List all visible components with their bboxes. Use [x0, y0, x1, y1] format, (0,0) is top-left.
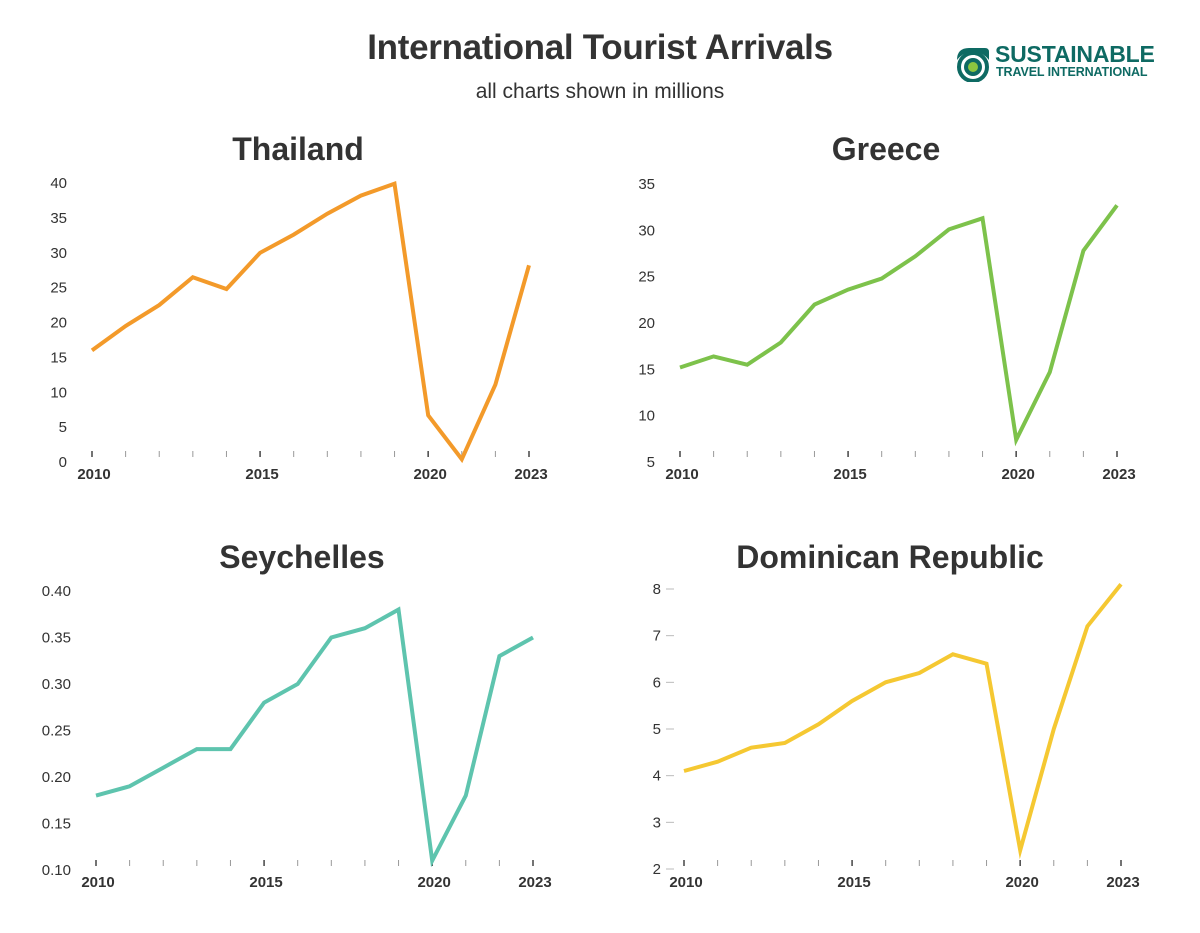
chart-title: Dominican Republic — [736, 539, 1044, 575]
x-axis-label: 2020 — [413, 466, 446, 483]
x-axis-label: 2023 — [518, 874, 551, 891]
chart-title: Greece — [832, 131, 941, 167]
logo-text-travel-international: TRAVEL INTERNATIONAL — [996, 65, 1148, 79]
data-line-thailand — [90, 181, 531, 464]
x-axis-label: 2015 — [833, 466, 866, 483]
chart-greece: Greece 5 10 15 20 25 30 35 2010 2015 2020 2023 — [638, 131, 1135, 483]
y-axis-label: 0.15 — [42, 816, 71, 833]
chart-dominican-republic: Dominican Republic 2 3 4 5 6 7 8 2010 2015 2020 202… — [653, 539, 1140, 891]
x-axis-label: 2010 — [665, 466, 698, 483]
y-axis-label: 0.20 — [42, 769, 71, 786]
y-axis-label: 0.40 — [42, 583, 71, 600]
y-axis-label: 0 — [59, 454, 67, 471]
y-axis-label: 35 — [638, 176, 655, 193]
y-axis-label: 20 — [50, 315, 67, 332]
x-axis-label: 2015 — [245, 466, 278, 483]
y-axis-label: 25 — [50, 280, 67, 297]
y-axis-label: 25 — [638, 269, 655, 286]
y-axis-label: 30 — [638, 222, 655, 239]
x-axis-label: 2023 — [514, 466, 547, 483]
logo-text-sustainable: SUSTAINABLE — [995, 41, 1155, 67]
y-axis-label: 35 — [50, 210, 67, 227]
chart-title: Thailand — [232, 131, 364, 167]
data-line-dominican-republic — [683, 583, 1123, 860]
y-axis-label: 0.35 — [42, 630, 71, 647]
x-axis-label: 2010 — [81, 874, 114, 891]
x-axis-label: 2020 — [1005, 874, 1038, 891]
y-axis-label: 4 — [653, 768, 661, 785]
chart-title: Seychelles — [219, 539, 384, 575]
data-line-seychelles — [95, 606, 534, 868]
x-axis-label: 2023 — [1106, 874, 1139, 891]
y-axis-label: 5 — [647, 454, 655, 471]
x-axis-label: 2010 — [669, 874, 702, 891]
y-axis-label: 15 — [50, 349, 67, 366]
y-axis-label: 0.30 — [42, 676, 71, 693]
y-axis-label: 7 — [653, 628, 661, 645]
y-axis-label: 0.25 — [42, 723, 71, 740]
brand-logo: SUSTAINABLE TRAVEL INTERNATIONAL — [955, 41, 1165, 84]
x-axis-label: 2010 — [77, 466, 110, 483]
chart-thailand: Thailand 0 5 10 15 20 25 30 35 40 2010 2015 2020 2023 — [50, 131, 547, 483]
y-axis-label: 0.10 — [42, 862, 71, 879]
y-axis-label: 8 — [653, 581, 661, 598]
y-axis-label: 5 — [59, 419, 67, 436]
y-axis-label: 2 — [653, 861, 661, 878]
y-axis-label: 20 — [638, 315, 655, 332]
chart-seychelles: Seychelles 0.10 0.15 0.20 0.25 0.30 0.35 0.40 20… — [42, 539, 552, 891]
y-axis-label: 30 — [50, 245, 67, 262]
x-axis-label: 2015 — [249, 874, 282, 891]
x-axis-label: 2020 — [417, 874, 450, 891]
y-axis-label: 6 — [653, 674, 661, 691]
x-axis-label: 2020 — [1001, 466, 1034, 483]
page-title: International Tourist Arrivals — [367, 28, 833, 67]
x-axis-label: 2023 — [1102, 466, 1135, 483]
y-axis-label: 10 — [638, 408, 655, 425]
y-axis-label: 3 — [653, 814, 661, 831]
data-line-greece — [679, 204, 1119, 447]
swirl-eye-logo-icon — [957, 48, 989, 82]
y-axis-label: 40 — [50, 175, 67, 192]
y-axis-label: 5 — [653, 721, 661, 738]
page-subtitle: all charts shown in millions — [475, 80, 725, 103]
x-axis-label: 2015 — [837, 874, 870, 891]
y-axis-label: 15 — [638, 361, 655, 378]
y-axis-label: 10 — [50, 384, 67, 401]
